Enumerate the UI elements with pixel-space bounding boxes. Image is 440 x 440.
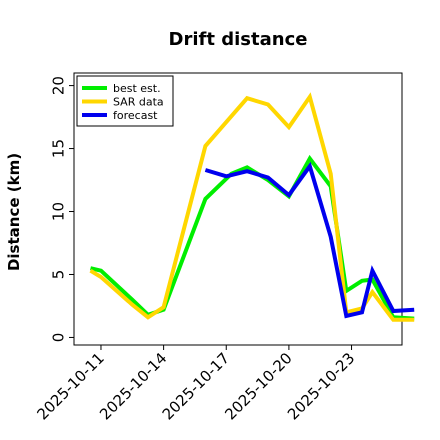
legend-label: best est. (113, 82, 161, 95)
y-axis: 0 5 10 15 20 (49, 76, 74, 342)
series-line-sar-data (89, 92, 415, 322)
y-tick-label: 15 (49, 139, 67, 158)
y-tick-label: 20 (49, 76, 67, 95)
y-tick-label: 10 (49, 202, 67, 221)
x-axis: 2025-10-112025-10-142025-10-172025-10-20… (33, 345, 358, 423)
legend-label: SAR data (113, 96, 164, 109)
series-line-forecast (204, 161, 415, 319)
y-tick-label: 5 (49, 270, 67, 280)
legend-label: forecast (113, 109, 158, 122)
x-tick-label: 2025-10-23 (284, 349, 358, 423)
chart-title: Drift distance (169, 29, 308, 50)
plot-area (73, 72, 403, 346)
y-axis-label: Distance (km) (5, 153, 23, 271)
series-lines (89, 92, 415, 322)
y-tick-label: 0 (49, 333, 67, 343)
